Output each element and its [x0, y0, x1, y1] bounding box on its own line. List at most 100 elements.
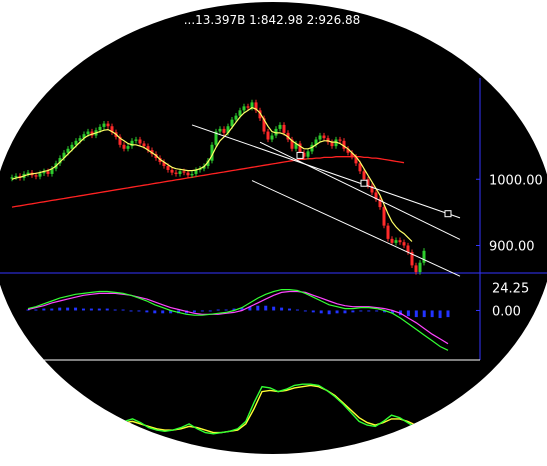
candle-body — [146, 146, 150, 151]
candle-body — [222, 128, 226, 133]
macd-histogram-bar — [129, 310, 133, 312]
candle-body — [422, 250, 426, 263]
macd-histogram-bar — [145, 310, 149, 313]
candle-body — [142, 143, 146, 147]
candle-body — [74, 140, 78, 145]
channel-line — [251, 180, 461, 277]
candle-body — [14, 175, 18, 178]
candle-body — [282, 124, 286, 133]
macd-histogram-bar — [161, 310, 165, 314]
macd-histogram-bar — [105, 308, 109, 311]
candle-body — [66, 148, 70, 153]
candle-body — [182, 171, 186, 173]
macd-histogram-bar — [375, 310, 379, 312]
channel-marker — [444, 210, 452, 218]
candle-body — [378, 199, 382, 208]
candle-body — [266, 131, 270, 140]
macd-histogram-bar — [42, 308, 46, 311]
macd-histogram-bar — [446, 310, 450, 318]
macd-histogram-bar — [248, 306, 252, 311]
macd-histogram-bar — [34, 309, 38, 311]
candle-body — [50, 168, 54, 174]
candle-body — [126, 146, 130, 149]
candle-body — [238, 110, 242, 116]
candle-body — [414, 265, 418, 272]
macd-histogram-bar — [58, 307, 62, 311]
candle-body — [254, 102, 258, 111]
candle-body — [218, 128, 222, 132]
candle-body — [262, 118, 266, 132]
macd-histogram-bar — [383, 310, 387, 313]
candle-body — [338, 139, 342, 141]
candle-body — [402, 242, 406, 246]
candle-body — [70, 144, 74, 149]
macd-histogram-bar — [359, 310, 363, 312]
channel-marker — [360, 179, 368, 187]
candle-body — [178, 171, 182, 174]
candle-body — [210, 144, 214, 161]
macd-histogram-bar — [81, 308, 85, 311]
macd-histogram-bar — [351, 310, 355, 313]
macd-histogram-bar — [113, 309, 117, 311]
candle-body — [206, 160, 210, 166]
candle-body — [294, 143, 298, 149]
channel-marker — [296, 151, 304, 159]
candle-body — [358, 163, 362, 172]
macd-histogram-bar — [327, 310, 331, 315]
macd-histogram-bar — [137, 310, 141, 312]
macd-histogram-bar — [280, 307, 284, 311]
macd-histogram-bar — [295, 309, 299, 311]
candle-body — [38, 173, 42, 177]
candle-body — [398, 240, 402, 243]
channel-line — [191, 124, 461, 219]
macd-histogram-bar — [311, 310, 315, 313]
candle-body — [326, 138, 330, 143]
macd-histogram-bar — [343, 310, 347, 314]
macd-dea-line — [27, 290, 449, 345]
kdj-d-line — [91, 384, 433, 435]
macd-histogram-bar — [406, 310, 410, 317]
candle-body — [226, 126, 230, 133]
macd-histogram-bar — [422, 310, 426, 318]
macd-histogram-bar — [74, 307, 78, 311]
candle-body — [330, 142, 334, 147]
candle-body — [274, 128, 278, 136]
candle-body — [62, 152, 66, 159]
macd-histogram-bar — [50, 308, 54, 311]
candle-body — [26, 172, 30, 174]
candle-body — [46, 171, 50, 174]
candle-body — [122, 144, 126, 149]
candle-body — [234, 115, 238, 120]
candle-body — [350, 152, 354, 157]
candle-body — [310, 144, 314, 152]
candle-body — [138, 139, 142, 144]
macd-histogram-bar — [256, 305, 260, 311]
candle-body — [10, 177, 14, 179]
macd-histogram-bar — [264, 305, 268, 311]
candle-body — [58, 158, 62, 164]
candle-body — [250, 102, 254, 108]
candle-body — [166, 166, 170, 170]
macd-histogram-bar — [430, 310, 434, 318]
chart-header: ...13.397B 1:842.98 2:926.88 — [184, 13, 361, 27]
candle-body — [410, 252, 414, 266]
macd-histogram-bar — [200, 310, 204, 312]
macd-histogram-bar — [240, 307, 244, 311]
kdj-k-line — [91, 383, 433, 436]
candle-body — [162, 162, 166, 166]
candle-body — [214, 131, 218, 145]
macd-histogram-bar — [208, 310, 212, 312]
macd-histogram-bar — [319, 310, 323, 314]
macd-y-tick-label: 0.00 — [492, 304, 521, 319]
price-y-tick-label: 900.00 — [489, 240, 535, 255]
candle-body — [298, 143, 302, 153]
candle-body — [418, 262, 422, 272]
candle-body — [322, 135, 326, 139]
channel-line — [259, 141, 461, 240]
macd-histogram-bar — [303, 310, 307, 312]
candle-body — [170, 169, 174, 173]
macd-histogram-bar — [216, 309, 220, 311]
macd-histogram-bar — [414, 310, 418, 318]
price-panel — [10, 99, 461, 277]
